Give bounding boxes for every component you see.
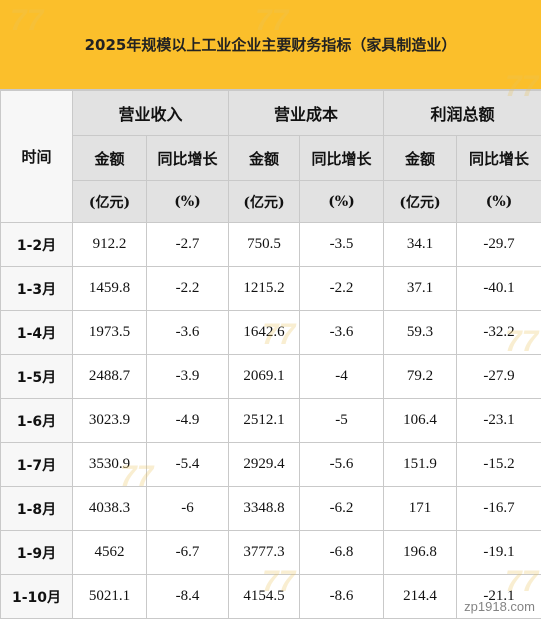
profit-amount-cell: 196.8 [384, 531, 457, 575]
profit-amount-unit: (亿元) [384, 181, 457, 223]
profit-growth-header: 同比增长 [457, 136, 541, 181]
revenue-amount-cell: 1459.8 [73, 267, 147, 311]
profit-amount-cell: 59.3 [384, 311, 457, 355]
period-cell: 1-7月 [1, 443, 73, 487]
cost-amount-header: 金额 [229, 136, 300, 181]
revenue-amount-cell: 3530.9 [73, 443, 147, 487]
revenue-amount-cell: 3023.9 [73, 399, 147, 443]
revenue-growth-cell: -4.9 [147, 399, 229, 443]
revenue-growth-unit: (%) [147, 181, 229, 223]
cost-growth-cell: -6.2 [300, 487, 384, 531]
profit-group-header: 利润总额 [384, 91, 541, 136]
cost-amount-cell: 3777.3 [229, 531, 300, 575]
profit-amount-cell: 171 [384, 487, 457, 531]
period-cell: 1-9月 [1, 531, 73, 575]
profit-growth-cell: -32.2 [457, 311, 541, 355]
revenue-growth-cell: -2.2 [147, 267, 229, 311]
profit-amount-header: 金额 [384, 136, 457, 181]
period-cell: 1-10月 [1, 575, 73, 619]
cost-amount-cell: 750.5 [229, 223, 300, 267]
table-title: 2025年规模以上工业企业主要财务指标（家具制造业） [0, 0, 541, 90]
profit-growth-cell: -29.7 [457, 223, 541, 267]
cost-growth-cell: -4 [300, 355, 384, 399]
period-cell: 1-4月 [1, 311, 73, 355]
cost-growth-cell: -5.6 [300, 443, 384, 487]
revenue-amount-cell: 2488.7 [73, 355, 147, 399]
revenue-amount-cell: 912.2 [73, 223, 147, 267]
cost-group-header: 营业成本 [229, 91, 384, 136]
cost-amount-cell: 3348.8 [229, 487, 300, 531]
profit-growth-cell: -15.2 [457, 443, 541, 487]
revenue-growth-cell: -6.7 [147, 531, 229, 575]
profit-growth-cell: -27.9 [457, 355, 541, 399]
revenue-amount-cell: 4038.3 [73, 487, 147, 531]
profit-amount-cell: 106.4 [384, 399, 457, 443]
revenue-growth-header: 同比增长 [147, 136, 229, 181]
time-header: 时间 [1, 91, 73, 223]
profit-amount-cell: 214.4 [384, 575, 457, 619]
revenue-amount-unit: (亿元) [73, 181, 147, 223]
period-cell: 1-2月 [1, 223, 73, 267]
revenue-growth-cell: -8.4 [147, 575, 229, 619]
profit-growth-unit: (%) [457, 181, 541, 223]
revenue-growth-cell: -6 [147, 487, 229, 531]
profit-growth-cell: -19.1 [457, 531, 541, 575]
cost-amount-cell: 2069.1 [229, 355, 300, 399]
profit-growth-cell: -23.1 [457, 399, 541, 443]
cost-growth-cell: -6.8 [300, 531, 384, 575]
period-cell: 1-8月 [1, 487, 73, 531]
revenue-amount-cell: 1973.5 [73, 311, 147, 355]
revenue-amount-cell: 5021.1 [73, 575, 147, 619]
cost-amount-cell: 1642.6 [229, 311, 300, 355]
revenue-growth-cell: -3.9 [147, 355, 229, 399]
cost-amount-cell: 2512.1 [229, 399, 300, 443]
cost-amount-cell: 1215.2 [229, 267, 300, 311]
period-cell: 1-6月 [1, 399, 73, 443]
cost-growth-cell: -3.5 [300, 223, 384, 267]
profit-amount-cell: 34.1 [384, 223, 457, 267]
cost-amount-cell: 2929.4 [229, 443, 300, 487]
period-cell: 1-5月 [1, 355, 73, 399]
cost-growth-cell: -3.6 [300, 311, 384, 355]
cost-growth-cell: -2.2 [300, 267, 384, 311]
cost-amount-cell: 4154.5 [229, 575, 300, 619]
revenue-growth-cell: -5.4 [147, 443, 229, 487]
profit-amount-cell: 79.2 [384, 355, 457, 399]
cost-growth-unit: (%) [300, 181, 384, 223]
profit-amount-cell: 151.9 [384, 443, 457, 487]
revenue-growth-cell: -3.6 [147, 311, 229, 355]
period-cell: 1-3月 [1, 267, 73, 311]
cost-amount-unit: (亿元) [229, 181, 300, 223]
revenue-amount-header: 金额 [73, 136, 147, 181]
cost-growth-cell: -8.6 [300, 575, 384, 619]
cost-growth-header: 同比增长 [300, 136, 384, 181]
revenue-amount-cell: 4562 [73, 531, 147, 575]
profit-growth-cell: -16.7 [457, 487, 541, 531]
financial-table: 时间 营业收入 营业成本 利润总额 金额 同比增长 金额 同比增长 金额 同比增… [0, 90, 541, 619]
cost-growth-cell: -5 [300, 399, 384, 443]
profit-amount-cell: 37.1 [384, 267, 457, 311]
watermark-text: zp1918.com [464, 599, 535, 614]
revenue-group-header: 营业收入 [73, 91, 229, 136]
profit-growth-cell: -40.1 [457, 267, 541, 311]
revenue-growth-cell: -2.7 [147, 223, 229, 267]
